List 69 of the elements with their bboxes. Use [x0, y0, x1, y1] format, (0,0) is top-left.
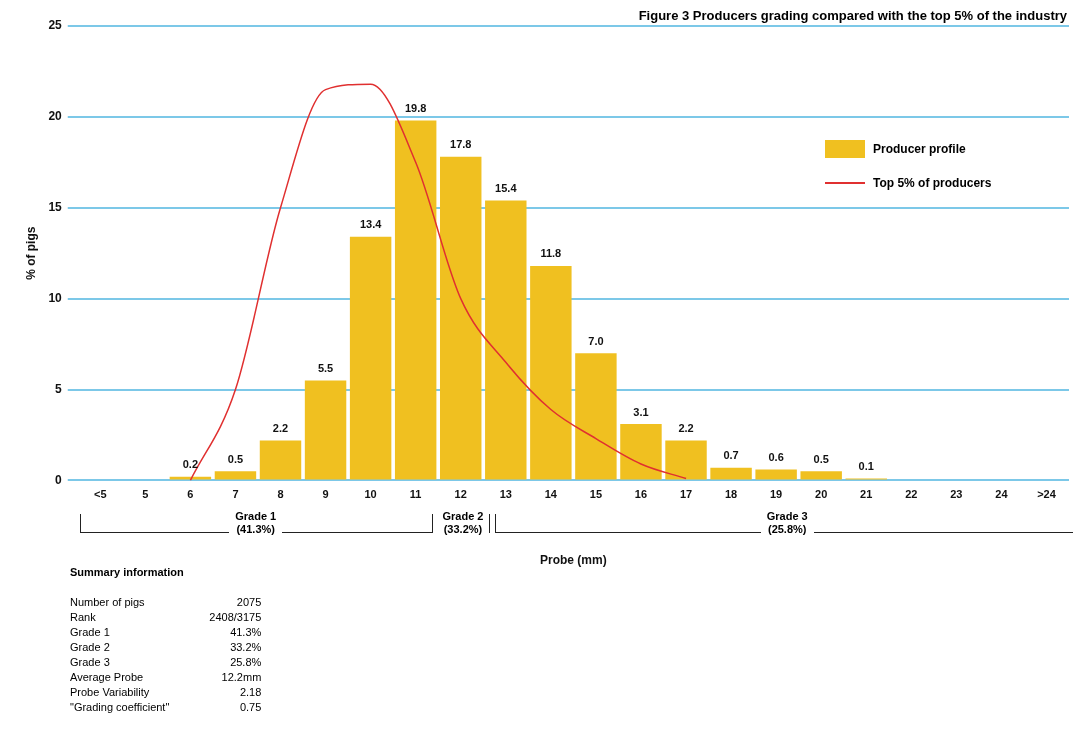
text: 2.2: [678, 421, 694, 434]
text: 2.18: [238, 684, 262, 699]
text: 17.8: [450, 138, 472, 151]
text: Summary information: [70, 566, 185, 578]
x-tick-label: 11: [409, 488, 422, 501]
x-tick-label: 5: [142, 488, 149, 501]
x-tick-label: 7: [232, 488, 239, 501]
text: Grade 2: [70, 639, 111, 654]
text: 0.7: [723, 449, 739, 462]
y-tick-label: 25: [48, 18, 63, 33]
x-tick-label: 10: [364, 488, 377, 501]
x-axis-title: Probe (mm): [540, 553, 607, 568]
text: 25.8%: [229, 654, 262, 669]
text: Grade 1: [70, 624, 111, 639]
y-tick-label: 0: [55, 472, 63, 487]
x-tick-label: 21: [860, 488, 873, 501]
y-tick-label: 15: [48, 200, 63, 215]
text: 2075: [235, 594, 262, 609]
x-tick-label: 24: [995, 488, 1009, 501]
text: 0.5: [813, 452, 829, 465]
x-tick-label: 20: [815, 488, 828, 501]
text: 2408/3175: [208, 609, 262, 624]
x-tick-label: 13: [499, 488, 512, 501]
text: 15.4: [495, 182, 517, 195]
text: 33.2%: [229, 639, 262, 654]
x-tick-label: 6: [187, 488, 194, 501]
x-tick-label: 16: [634, 488, 648, 501]
text: 3.1: [633, 405, 649, 418]
legend-label: Top 5% of producers: [873, 176, 992, 190]
text: 0.2: [182, 458, 199, 471]
text: Grade 1 (41.3%): [229, 510, 283, 537]
text: Average Probe: [70, 669, 145, 684]
text: 5.5: [317, 361, 334, 374]
text: Grade 3: [70, 654, 111, 669]
x-tick-label: 14: [544, 488, 558, 501]
x-tick-label: >24: [1037, 488, 1057, 501]
x-tick-label: 19: [770, 488, 783, 501]
x-tick-label: 8: [277, 488, 284, 501]
text: Probe Variability: [70, 684, 151, 699]
y-axis-title: % of pigs: [23, 226, 38, 280]
x-tick-label: <5: [94, 488, 107, 501]
text: 12.2mm: [220, 669, 262, 684]
y-tick-label: 10: [48, 290, 63, 305]
text: 0.6: [768, 451, 784, 464]
x-tick-label: 17: [679, 488, 693, 501]
text: Number of pigs: [70, 594, 146, 609]
text: 2.2: [272, 421, 289, 434]
x-tick-label: 9: [322, 488, 329, 501]
y-tick-label: 5: [55, 381, 63, 396]
text: 13.4: [359, 218, 382, 231]
x-tick-label: 12: [454, 488, 467, 501]
text: 0.1: [858, 460, 874, 473]
y-tick-label: 20: [48, 109, 63, 124]
text: Rank: [70, 609, 97, 624]
text: 41.3%: [229, 624, 262, 639]
text: 11.8: [540, 247, 562, 260]
text: "Grading coefficient": [70, 699, 170, 714]
text: 7.0: [588, 334, 604, 347]
text: 0.75: [238, 699, 262, 714]
x-tick-label: 22: [905, 488, 918, 501]
text: Grade 3 (25.8%): [760, 510, 814, 537]
chart-title: Figure 3 Producers grading compared with the top 5% of the industry: [638, 8, 1067, 23]
x-tick-label: 23: [950, 488, 963, 501]
text: 0.5: [227, 452, 244, 465]
x-tick-label: 15: [589, 488, 603, 501]
legend-label: Producer profile: [873, 142, 966, 156]
text: 19.8: [404, 102, 427, 115]
text: Grade 2 (33.2%): [436, 510, 490, 537]
x-tick-label: 18: [724, 488, 738, 501]
